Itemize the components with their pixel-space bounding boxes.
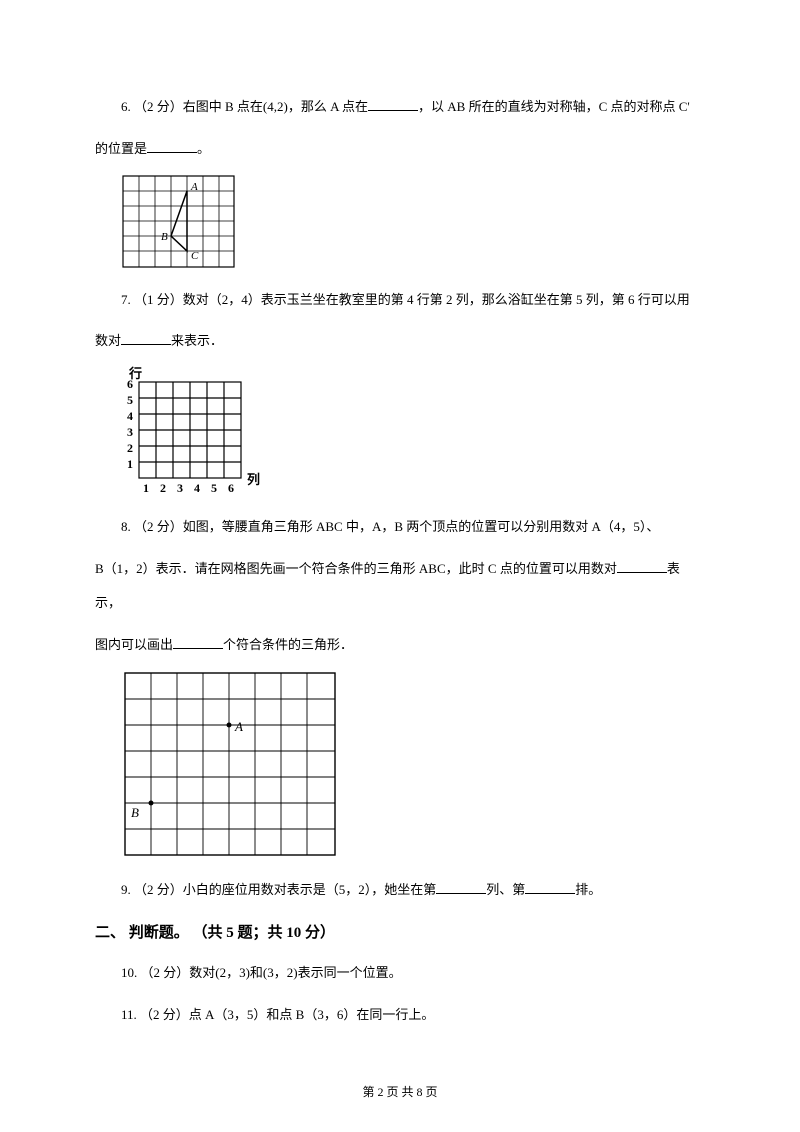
q6-blank-1 — [368, 97, 418, 111]
q8-label-A: A — [234, 719, 243, 734]
q9-text-a: 9. （2 分）小白的座位用数对表示是（5，2），她坐在第 — [121, 882, 436, 897]
q8-text-a: 8. （2 分）如图，等腰直角三角形 ABC 中，A，B 两个顶点的位置可以分别… — [121, 519, 659, 534]
q6-text-d: 。 — [197, 141, 210, 156]
q6-label-B: B — [161, 231, 168, 243]
q8-blank-2 — [173, 635, 223, 649]
q7-figure: 行 6 5 4 3 2 1 1 2 3 4 5 6 列 — [121, 366, 705, 496]
svg-text:5: 5 — [127, 393, 133, 407]
q9-text-c: 排。 — [575, 882, 601, 897]
q8-text-b: B（1，2）表示．请在网格图先画一个符合条件的三角形 ABC，此时 C 点的位置… — [95, 561, 617, 576]
question-6: 6. （2 分）右图中 B 点在(4,2)，那么 A 点在 ，以 AB 所在的直线… — [95, 90, 705, 124]
q7-col-label: 列 — [247, 472, 260, 487]
question-11: 11. （2 分）点 A（3，5）和点 B（3，6）在同一行上。 — [95, 998, 705, 1032]
q9-blank-2 — [525, 880, 575, 894]
question-7: 7. （1 分）数对（2，4）表示玉兰坐在教室里的第 4 行第 2 列，那么浴缸… — [95, 283, 705, 317]
section-2-title: 二、 判断题。 （共 5 题；共 10 分） — [95, 921, 705, 942]
q6-blank-2 — [147, 139, 197, 153]
q8-blank-1 — [617, 559, 667, 573]
question-10: 10. （2 分）数对(2，3)和(3，2)表示同一个位置。 — [95, 956, 705, 990]
svg-text:6: 6 — [127, 377, 133, 391]
q6-text-c: 的位置是 — [95, 141, 147, 156]
question-8: 8. （2 分）如图，等腰直角三角形 ABC 中，A，B 两个顶点的位置可以分别… — [95, 510, 705, 544]
q7-blank-1 — [121, 331, 171, 345]
q8-text-d: 图内可以画出 — [95, 637, 173, 652]
q7-text-b: 数对 — [95, 333, 121, 348]
svg-text:1: 1 — [143, 481, 149, 495]
q7-text-c: 来表示． — [171, 333, 223, 348]
question-9: 9. （2 分）小白的座位用数对表示是（5，2），她坐在第 列、第 排。 — [95, 873, 705, 907]
svg-text:2: 2 — [160, 481, 166, 495]
q7-text-a: 7. （1 分）数对（2，4）表示玉兰坐在教室里的第 4 行第 2 列，那么浴缸… — [121, 292, 690, 307]
svg-text:5: 5 — [211, 481, 217, 495]
svg-text:4: 4 — [194, 481, 200, 495]
question-7-cont: 数对 来表示． — [95, 324, 705, 358]
question-6-cont: 的位置是 。 — [95, 132, 705, 166]
svg-text:4: 4 — [127, 409, 133, 423]
svg-text:6: 6 — [228, 481, 234, 495]
q6-label-C: C — [191, 250, 199, 262]
q8-label-B: B — [131, 805, 139, 820]
question-8-cont2: 图内可以画出 个符合条件的三角形． — [95, 628, 705, 662]
svg-text:1: 1 — [127, 457, 133, 471]
q6-text-a: 6. （2 分）右图中 B 点在(4,2)，那么 A 点在 — [121, 99, 368, 114]
q6-figure: A B C — [121, 174, 705, 269]
svg-text:3: 3 — [127, 425, 133, 439]
page-footer: 第 2 页 共 8 页 — [0, 1083, 800, 1100]
q6-label-A: A — [190, 181, 198, 193]
q6-text-b: ，以 AB 所在的直线为对称轴，C 点的对称点 C' — [418, 99, 690, 114]
svg-text:2: 2 — [127, 441, 133, 455]
question-8-cont1: B（1，2）表示．请在网格图先画一个符合条件的三角形 ABC，此时 C 点的位置… — [95, 552, 705, 620]
q9-text-b: 列、第 — [486, 882, 525, 897]
svg-text:3: 3 — [177, 481, 183, 495]
q8-text-e: 个符合条件的三角形． — [223, 637, 353, 652]
q8-figure: A B — [121, 669, 705, 859]
q9-blank-1 — [436, 880, 486, 894]
